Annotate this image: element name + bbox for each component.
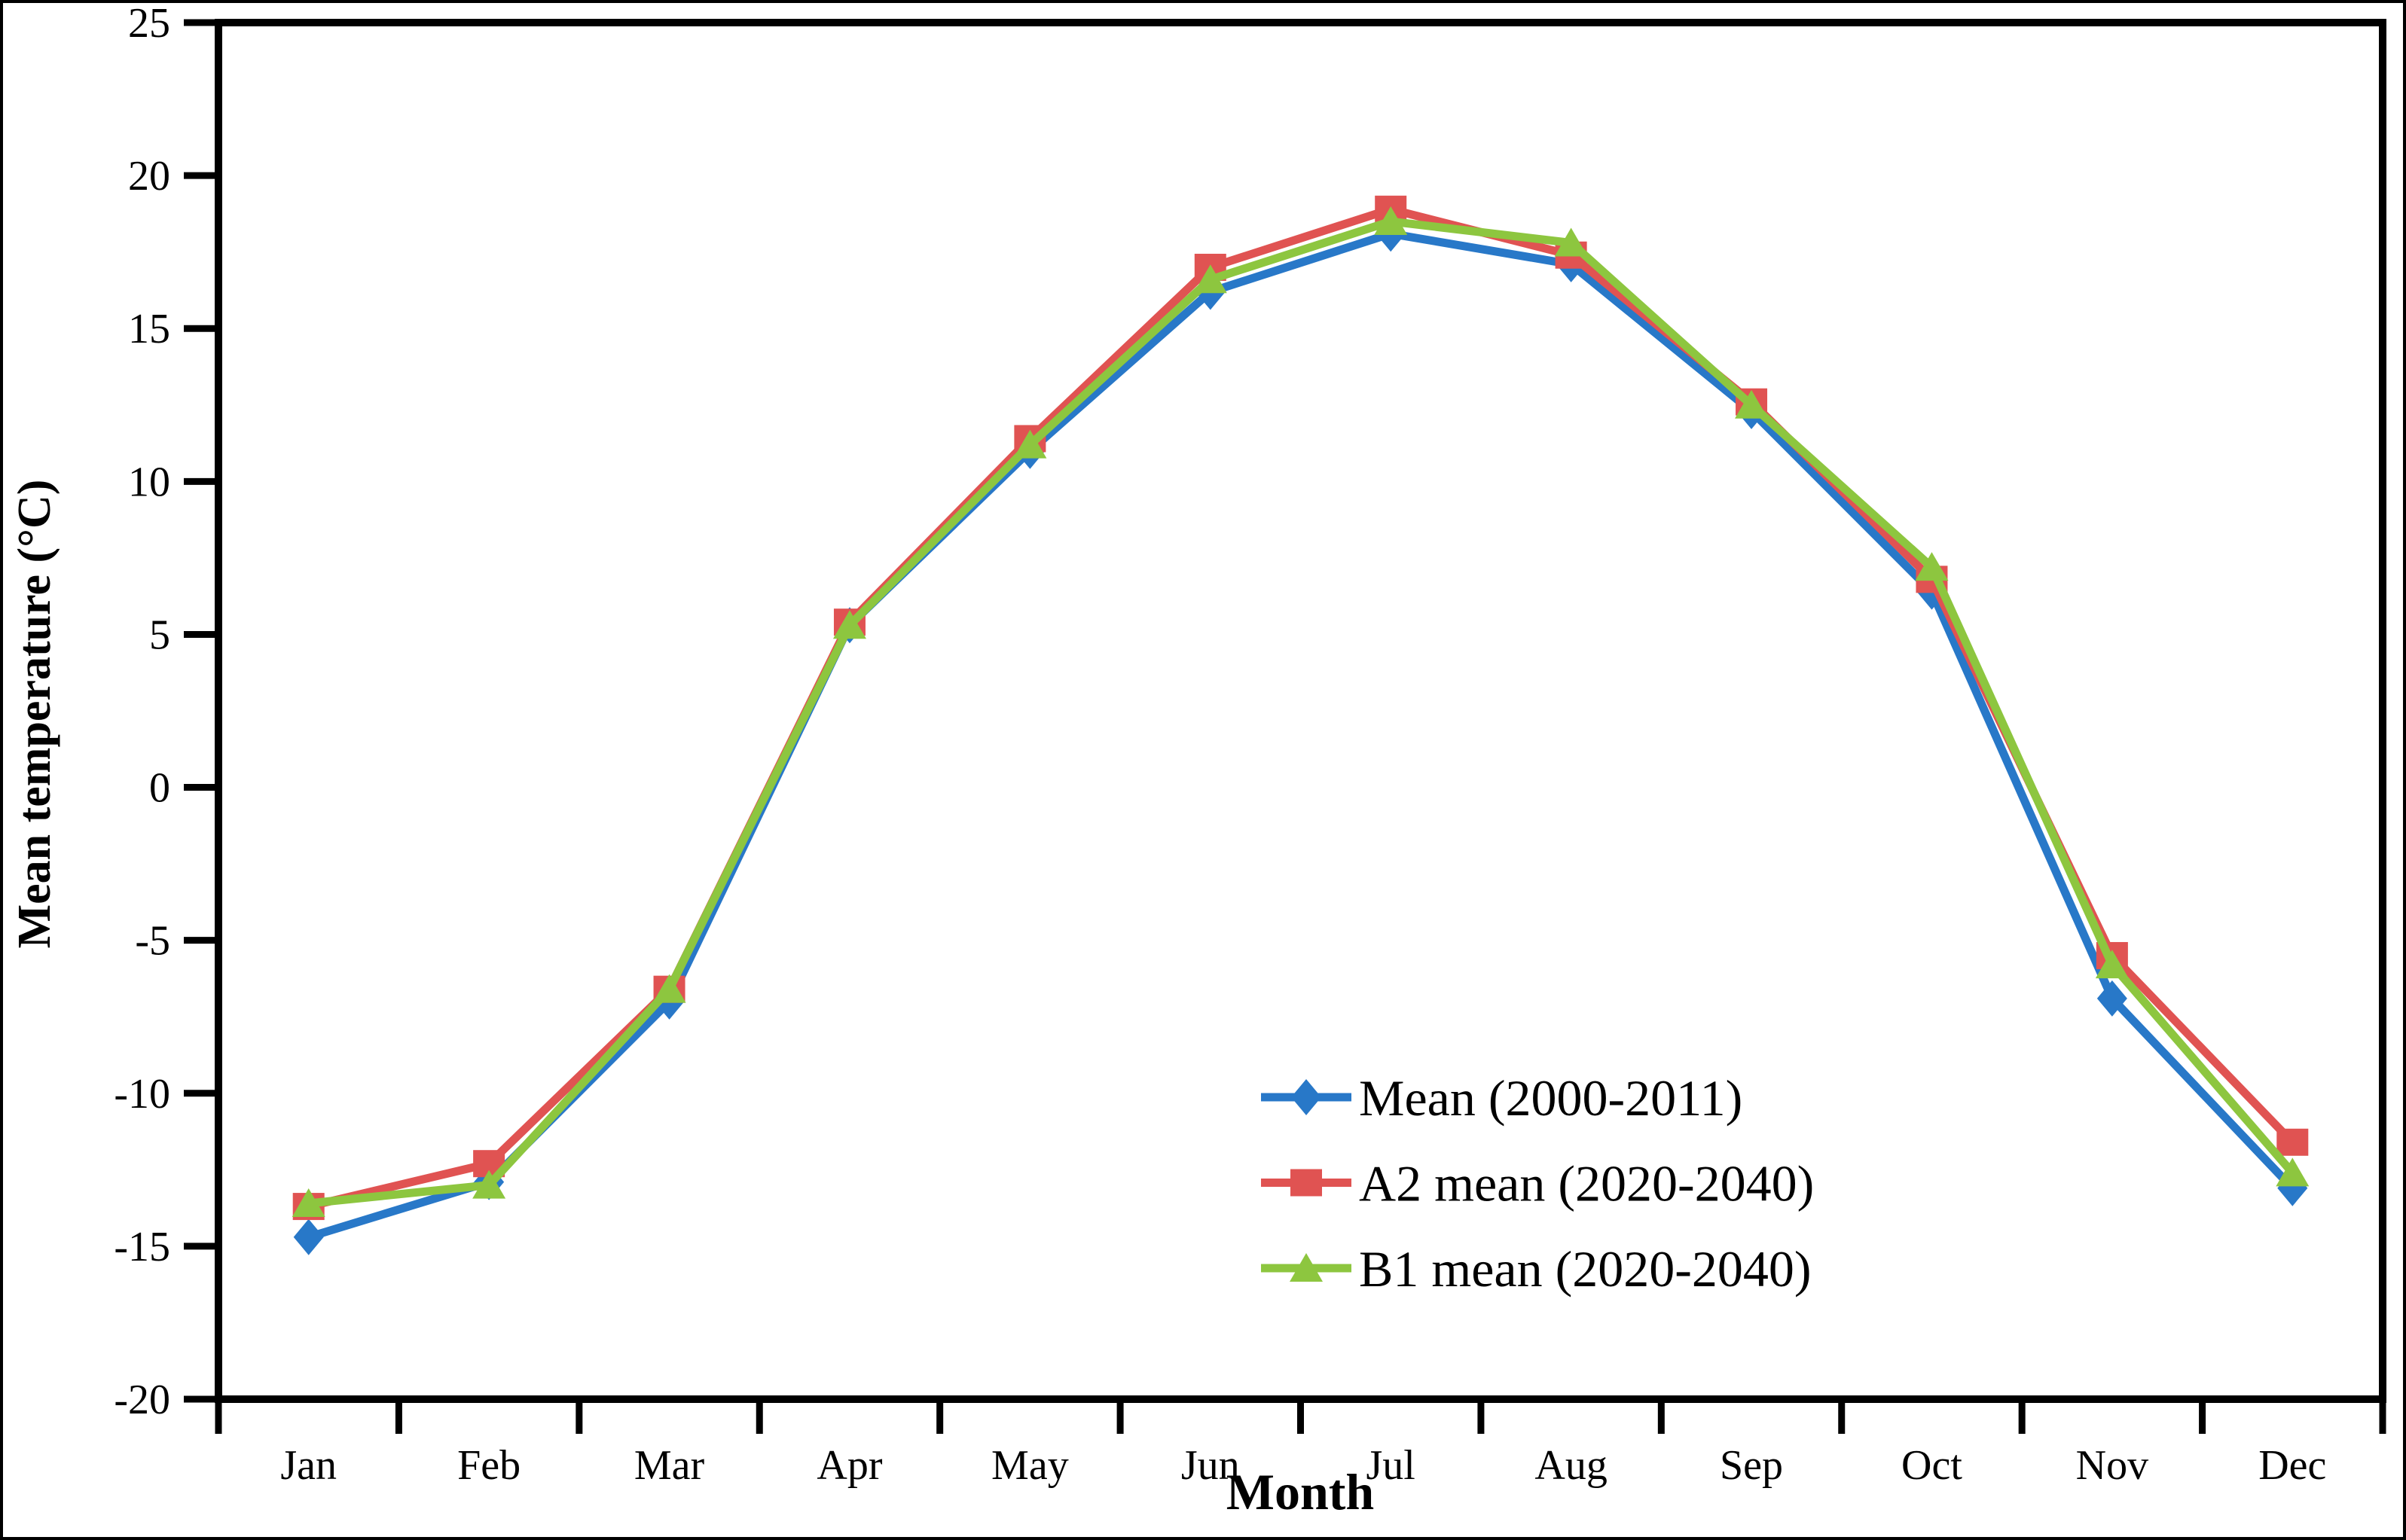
legend-label: B1 mean (2020-2040) bbox=[1359, 1240, 1812, 1298]
data-point-triangle bbox=[2095, 950, 2129, 979]
data-point-triangle bbox=[1193, 264, 1227, 294]
y-axis-tick-label: -10 bbox=[114, 1071, 170, 1118]
temperature-line-chart: 25 20 15 10 5 0 -5 -10 -15 -20 Jan Feb Mar Apr May Jun J… bbox=[9, 3, 2386, 1520]
data-point-triangle bbox=[652, 974, 686, 1003]
series-line-2 bbox=[308, 217, 2296, 1208]
data-point-triangle bbox=[832, 610, 866, 639]
data-point-diamond bbox=[2096, 980, 2127, 1017]
x-axis-category-label: Feb bbox=[457, 1442, 521, 1489]
data-point-triangle bbox=[1554, 227, 1588, 257]
data-point-triangle bbox=[1013, 429, 1047, 459]
x-axis-category-label: Jan bbox=[280, 1442, 337, 1489]
x-axis-category-label: Sep bbox=[1720, 1442, 1783, 1489]
y-axis-tick-label: 0 bbox=[149, 765, 170, 812]
series-line-0 bbox=[307, 229, 2296, 1241]
legend-label: Mean (2000-2011) bbox=[1359, 1069, 1742, 1127]
y-axis-tick-label: -5 bbox=[135, 918, 170, 965]
x-axis-category-label: Dec bbox=[2258, 1442, 2326, 1489]
legend-swatch-marker bbox=[1290, 1169, 1322, 1197]
y-axis-tick-label: -20 bbox=[114, 1377, 170, 1423]
legend-swatch-marker bbox=[1290, 1253, 1323, 1282]
y-axis-tick-label: 25 bbox=[128, 3, 170, 47]
x-axis-category-label: Jun bbox=[1181, 1442, 1240, 1489]
x-axis-category-label: May bbox=[991, 1442, 1069, 1489]
x-axis-category-label: Oct bbox=[1901, 1442, 1962, 1489]
data-point-triangle bbox=[2276, 1157, 2310, 1187]
legend-label: A2 mean (2020-2040) bbox=[1359, 1155, 1814, 1212]
y-axis-tick-label: 20 bbox=[128, 153, 170, 200]
x-axis-category-label: Nov bbox=[2076, 1442, 2148, 1489]
x-axis-category-label: Apr bbox=[817, 1442, 882, 1489]
data-point-triangle bbox=[1374, 206, 1408, 236]
y-axis-tick-label: 10 bbox=[128, 459, 170, 505]
x-axis-category-label: Aug bbox=[1534, 1442, 1607, 1489]
y-axis-tick-label: 15 bbox=[128, 306, 170, 352]
data-point-diamond bbox=[293, 1218, 324, 1255]
data-point-triangle bbox=[1915, 552, 1949, 581]
x-axis-title: Month bbox=[1226, 1463, 1374, 1520]
data-point-triangle bbox=[1735, 389, 1769, 419]
data-point-triangle bbox=[292, 1188, 325, 1218]
y-axis-title: Mean temperature (°C) bbox=[9, 480, 60, 949]
x-axis-category-label: Jul bbox=[1366, 1442, 1415, 1489]
data-point-triangle bbox=[472, 1169, 506, 1199]
data-point-square bbox=[2276, 1128, 2309, 1156]
x-axis-category-label: Mar bbox=[634, 1442, 705, 1489]
legend-swatch-marker bbox=[1291, 1079, 1321, 1115]
y-axis-tick-label: 5 bbox=[149, 611, 170, 658]
y-axis-tick-label: -15 bbox=[114, 1224, 170, 1270]
